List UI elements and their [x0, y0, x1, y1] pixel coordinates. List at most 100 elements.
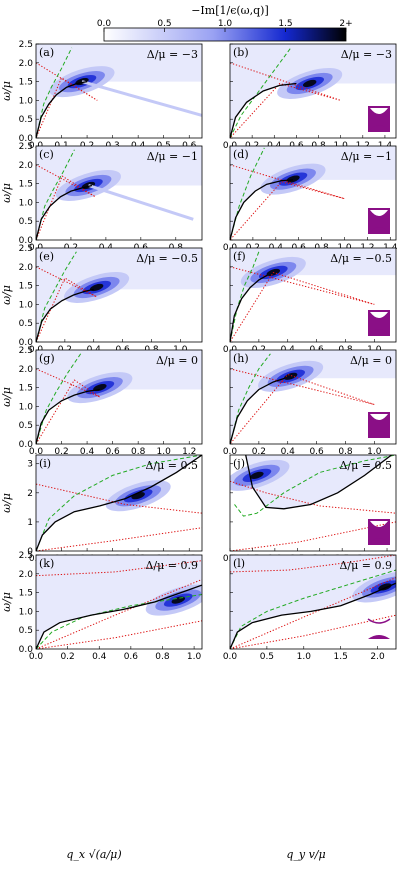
panel-j: 0.00.51.01.52.02.53.03.5(j)Δ/μ = 0.5 — [223, 454, 397, 564]
plot-frame — [35, 349, 203, 445]
delta-label: Δ/μ = −1 — [147, 150, 198, 163]
colorbar-tick-label: 1.0 — [218, 19, 233, 29]
y-tick-label: 2.5 — [19, 551, 33, 561]
y-axis-label: ω/μ — [0, 493, 13, 513]
x-tick-label: 0.0 — [29, 652, 44, 662]
x-tick-label: 1.0 — [297, 652, 312, 662]
colorbar-title: −Im[1/ϵ(ω,q)] — [191, 4, 269, 17]
plot-frame — [35, 554, 203, 650]
band-inset-icon — [368, 519, 390, 545]
y-tick-label: 1.0 — [19, 198, 34, 208]
y-tick-label: 0.5 — [19, 626, 33, 636]
y-tick-label: 0.0 — [19, 134, 34, 144]
panel-grid: 0.00.10.20.30.40.50.60.00.51.01.52.02.5(… — [0, 40, 398, 662]
plasmon-dispersion — [230, 582, 396, 649]
plot-frame — [229, 349, 397, 445]
plasmon-dispersion — [36, 184, 93, 240]
x-tick-label: 0.8 — [131, 447, 146, 457]
y-tick-label: 0.0 — [19, 338, 34, 348]
panel-label: (k) — [39, 557, 54, 570]
x-tick-label: 0.2 — [60, 652, 74, 662]
green-dashed-curve — [230, 569, 396, 649]
delta-label: Δ/μ = 0.9 — [145, 559, 198, 572]
plasmon-dispersion — [230, 274, 268, 342]
plot-frame — [35, 247, 203, 343]
x-tick-label: 1.5 — [334, 652, 348, 662]
plasmon-hotspot — [250, 471, 264, 479]
panel-label: (b) — [233, 46, 249, 59]
plot-frame — [229, 247, 397, 343]
delta-label: Δ/μ = −0.5 — [330, 252, 392, 265]
y-tick-label: 1.0 — [19, 402, 34, 412]
loss-wash — [230, 555, 396, 649]
plot-frame — [229, 454, 397, 552]
colorbar-tick-label: 2+ — [339, 19, 352, 29]
y-tick-label: 0.5 — [19, 319, 33, 329]
band-inset-icon — [368, 208, 390, 234]
y-tick-label: 1.5 — [19, 282, 33, 292]
delta-label: Δ/μ = 0 — [350, 354, 392, 367]
phs-boundary-lower — [36, 527, 202, 551]
y-tick-label: 1.5 — [19, 384, 33, 394]
y-axis-label: ω/μ — [0, 81, 13, 101]
delta-label: Δ/μ = −3 — [147, 48, 198, 61]
y-tick-label: 2.5 — [19, 346, 33, 356]
y-tick-label: 1.5 — [19, 78, 33, 88]
y-tick-label: 1.5 — [19, 180, 33, 190]
phs-boundary — [36, 560, 202, 577]
plasmon-dispersion — [36, 584, 202, 649]
loss-wash — [230, 146, 396, 240]
y-tick-label: 0.5 — [19, 421, 33, 431]
loss-wash — [36, 248, 202, 342]
delta-label: Δ/μ = 0.5 — [339, 459, 392, 472]
delta-label: Δ/μ = −3 — [341, 48, 392, 61]
interband-streak — [81, 80, 202, 117]
plasmon-dispersion — [36, 288, 94, 342]
x-tick-label: 0.6 — [105, 447, 120, 457]
panel-label: (g) — [39, 352, 55, 365]
y-tick-label: 0.0 — [19, 440, 34, 450]
band-inset-icon — [368, 412, 390, 438]
y-tick-label: 0 — [27, 547, 33, 557]
plasmon-dispersion — [230, 377, 286, 444]
phs-boundary-lower — [230, 614, 396, 649]
panel-b: 0.00.20.40.60.81.01.21.4(b)Δ/μ = −3 — [223, 43, 397, 151]
y-tick-label: 1.0 — [19, 607, 34, 617]
x-tick-label: 0.0 — [223, 652, 238, 662]
panel-g: 0.0 0.2 0.4 0.6 0.8 1.0 1.2 0.0 0.5 1.0 1.5 2.0 2.5 (… — [0, 346, 203, 457]
plasmon-hotspot — [302, 79, 317, 88]
delta-label: Δ/μ = −0.5 — [136, 252, 198, 265]
x-tick-label: 1.0 — [367, 447, 382, 457]
band-inset-icon — [368, 106, 390, 132]
colorbar-tick-label: 0.5 — [157, 19, 171, 29]
plasmon-dispersion — [36, 388, 100, 444]
phs-boundary — [36, 483, 202, 514]
panel-h: 0.0 0.2 0.4 0.6 0.8 1.0 (h) Δ/μ = 0 — [223, 349, 397, 457]
y-tick-label: 2 — [27, 489, 33, 499]
y-axis-label: ω/μ — [0, 387, 13, 407]
phs-boundary — [230, 368, 375, 444]
plot-frame — [229, 554, 397, 650]
x-tick-label: 0.4 — [281, 447, 296, 457]
loss-wash — [36, 44, 202, 138]
plasmon-dispersion — [230, 82, 297, 138]
phs-boundary — [230, 164, 345, 240]
plasmon-hotspot — [286, 175, 300, 183]
panel-d: 0.00.20.40.60.81.01.21.4(d)Δ/μ = −1 — [223, 145, 398, 253]
y-tick-label: 3 — [27, 460, 33, 470]
y-tick-label: 0.0 — [19, 236, 34, 246]
xlabel-right: q_y v/μ — [286, 848, 325, 861]
panel-label: (f) — [233, 250, 246, 263]
band-inset-icon — [367, 618, 391, 639]
plot-frame — [229, 43, 397, 139]
loss-wash — [36, 555, 202, 649]
panel-i: 0.00.20.40.60.81.01.20123(i)Δ/μ = 0.5ω/μ — [0, 454, 203, 564]
y-tick-label: 0.0 — [19, 645, 34, 655]
green-dashed-curve — [36, 353, 82, 444]
plasmon-dispersion — [245, 455, 392, 510]
x-tick-label: 2.0 — [370, 652, 385, 662]
plasmon-dispersion — [36, 80, 88, 138]
plot-frame — [35, 145, 203, 241]
panel-label: (j) — [233, 457, 245, 470]
